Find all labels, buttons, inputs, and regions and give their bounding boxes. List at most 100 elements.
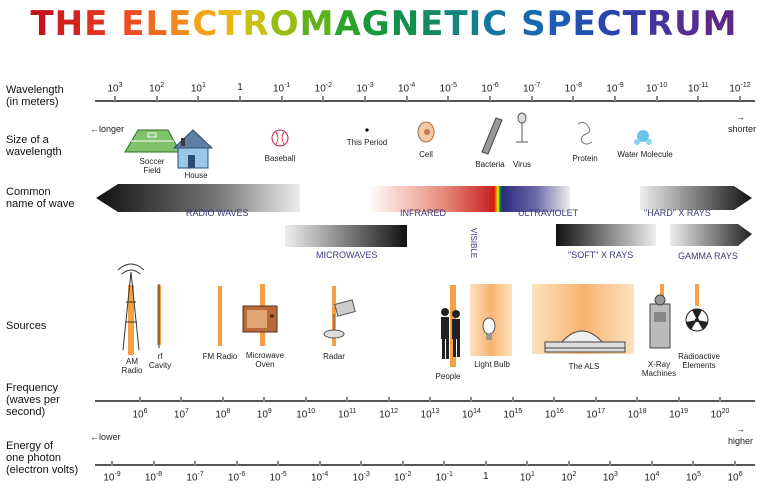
energy-tick-mark [152, 461, 155, 466]
frequency-tick-mark [221, 397, 224, 402]
title-letter: G [361, 4, 391, 44]
people-icon [441, 308, 460, 359]
infrared-label: INFRARED [400, 208, 447, 218]
light-bulb-icon [482, 317, 496, 340]
frequency-tick-mark [387, 397, 390, 402]
title-letter: E [121, 4, 146, 44]
wavelength-tick-mark [405, 96, 408, 101]
cell-label: Cell [419, 150, 433, 159]
title-letter: T [218, 4, 243, 44]
title-letter: U [674, 4, 703, 44]
frequency-tick-label: 108 [215, 408, 231, 421]
title-letter: O [269, 4, 300, 44]
ultraviolet-band [502, 186, 570, 212]
wavelength-tick-label: 10-6 [481, 82, 499, 95]
size-illustrations [124, 112, 652, 169]
wavelength-tick-mark [572, 96, 575, 101]
fm-radio-bar [218, 286, 222, 346]
radioactive-symbol-icon [685, 308, 709, 332]
wavelength-tick-mark [447, 96, 450, 101]
longer-label: ←longer [90, 124, 125, 134]
wavelength-tick-mark [280, 96, 283, 101]
title-letter: R [646, 4, 675, 44]
title-letter: T [622, 4, 647, 44]
fm-radio-label: FM Radio [202, 352, 238, 361]
frequency-tick-label: 1020 [710, 408, 730, 421]
title-letter: I [468, 4, 483, 44]
energy-tick-mark [650, 461, 653, 466]
xray-machine-icon [649, 294, 671, 349]
cell-icon [417, 121, 435, 143]
energy-tick-mark [567, 461, 570, 466]
wavelength-tick-label: 1 [237, 82, 243, 93]
source-illustrations [117, 263, 709, 359]
energy-tick-label: 10-3 [352, 471, 370, 484]
energy-tick-label: 102 [561, 471, 577, 484]
house-icon [172, 129, 214, 169]
energy-tick-label: 106 [727, 471, 743, 484]
title-letter: E [84, 4, 109, 44]
wavelength-tick-label: 10-2 [314, 82, 333, 95]
title-letter: E [168, 4, 193, 44]
energy-tick-label: 10-4 [310, 471, 329, 484]
frequency-tick-label: 1017 [586, 408, 606, 421]
infrared-band [368, 186, 494, 212]
am-radio-label: AM Radio [121, 357, 143, 375]
energy-tick-mark [609, 461, 612, 466]
row-label-size: Size of a wavelength [6, 134, 62, 158]
wavelength-tick-label: 101 [190, 82, 206, 95]
water-molecule-icon [634, 130, 652, 145]
title-letter: T [30, 4, 55, 44]
title-letter: M [702, 4, 738, 44]
wavelength-tick-mark [155, 96, 158, 101]
row-label-sources: Sources [6, 320, 47, 332]
radio-waves-label: RADIO WAVES [186, 208, 249, 218]
wavelength-tick-mark [197, 96, 200, 101]
higher-label: higher [728, 436, 754, 446]
energy-tick-mark [484, 461, 487, 466]
shorter-arrow: → [736, 112, 745, 122]
radio-band [96, 184, 300, 212]
energy-tick-label: 10-1 [435, 471, 453, 484]
water-molecule-label: Water Molecule [617, 150, 673, 159]
lower-label: ←lower [90, 432, 121, 442]
wavelength-tick-label: 103 [107, 82, 123, 95]
frequency-tick-mark [594, 397, 597, 402]
wave-bands [96, 184, 752, 247]
energy-tick-label: 10-8 [144, 471, 163, 484]
wavelength-tick-label: 10-9 [606, 82, 624, 95]
frequency-tick-mark [719, 397, 721, 402]
wavelength-tick-mark [739, 96, 741, 101]
title-letter: M [299, 4, 335, 44]
radioactive-bar [695, 284, 699, 306]
wavelength-tick-mark [489, 96, 491, 101]
title-letter: E [420, 4, 445, 44]
energy-tick-mark [443, 461, 446, 466]
period-icon [365, 128, 369, 132]
visible-label: VISIBLE [469, 228, 478, 259]
frequency-tick-mark [304, 397, 307, 402]
frequency-tick-mark [346, 397, 349, 402]
soccer-field-icon [124, 129, 181, 153]
frequency-tick-mark [677, 397, 680, 402]
als-label: The ALS [568, 362, 600, 371]
title-letter: C [482, 4, 509, 44]
title-letter: C [192, 4, 219, 44]
frequency-tick-label: 1016 [544, 408, 564, 421]
frequency-tick-mark [429, 397, 431, 402]
energy-tick-label: 10-2 [394, 471, 412, 484]
house-label: House [184, 171, 208, 180]
frequency-tick-label: 1011 [337, 408, 357, 421]
microwave-oven-label: Microwave Oven [245, 351, 285, 369]
shorter-label: shorter [728, 124, 757, 134]
frequency-tick-label: 1013 [420, 408, 440, 421]
title-letter: C [596, 4, 623, 44]
radio-tower-icon [117, 263, 145, 351]
gamma-rays-label: GAMMA RAYS [678, 251, 738, 261]
row-label-wavelength: Wavelength (in meters) [6, 84, 64, 108]
frequency-tick-label: 109 [256, 408, 272, 421]
wavelength-tick-label: 102 [149, 82, 165, 95]
energy-tick-label: 101 [519, 471, 535, 484]
wavelength-tick-mark [322, 96, 325, 101]
row-label-common-name: Common name of wave [6, 186, 75, 210]
